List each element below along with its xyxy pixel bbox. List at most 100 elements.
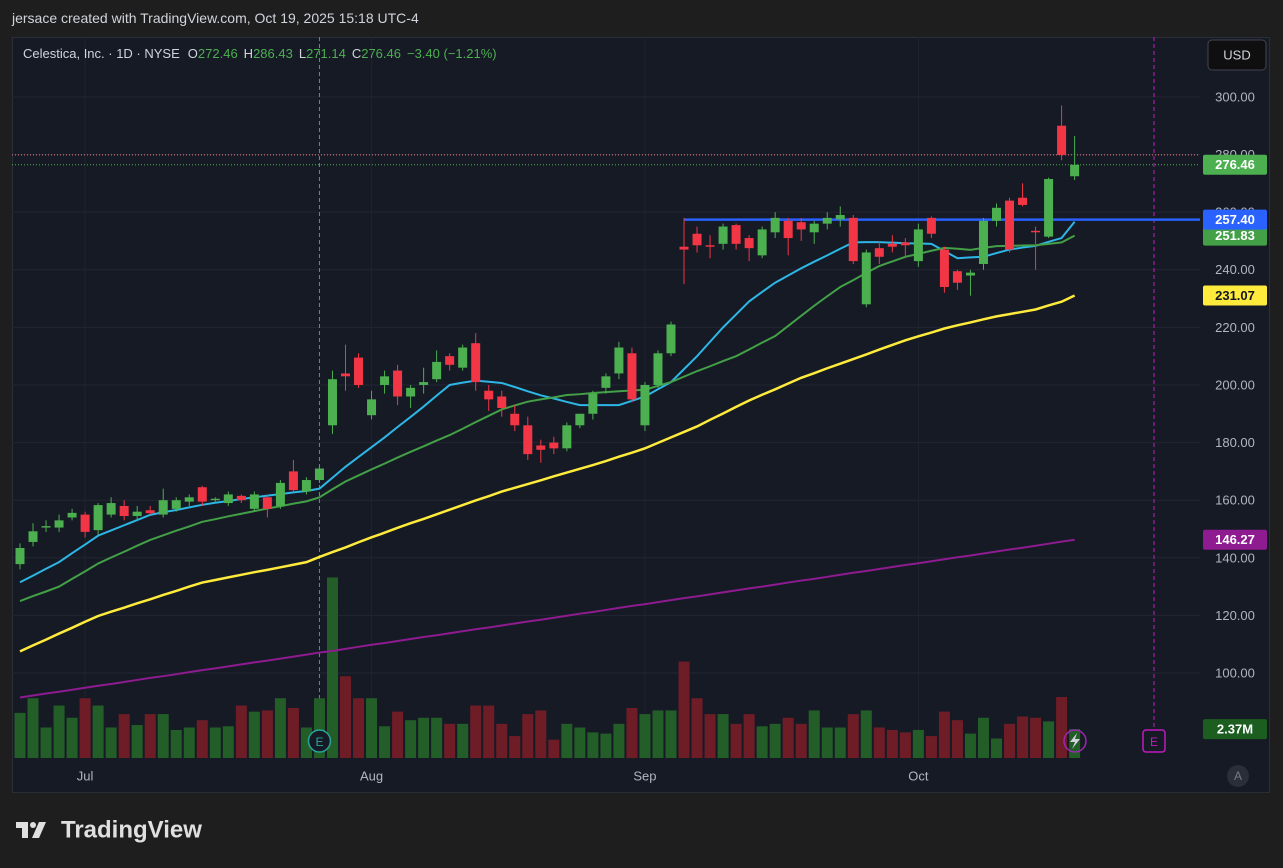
volume-bar bbox=[209, 727, 221, 758]
volume-bar bbox=[14, 712, 26, 758]
candle-body bbox=[288, 471, 298, 491]
price-label: 251.83 bbox=[1215, 228, 1255, 243]
volume-bar bbox=[522, 714, 534, 758]
volume-bar bbox=[144, 714, 156, 758]
volume-bar bbox=[340, 676, 351, 758]
candle-body bbox=[783, 220, 793, 239]
candle-body bbox=[1070, 164, 1080, 177]
dividend-icon[interactable] bbox=[1063, 729, 1087, 753]
volume-bar bbox=[1043, 721, 1055, 758]
candle-body bbox=[93, 505, 103, 531]
moving-average bbox=[19, 221, 1076, 584]
candle-body bbox=[249, 494, 259, 509]
volume-bar bbox=[483, 705, 495, 758]
volume-bar bbox=[756, 726, 768, 758]
volume-bar bbox=[353, 698, 365, 758]
volume-bar bbox=[157, 714, 169, 758]
volume-bar bbox=[118, 714, 130, 758]
volume-bar bbox=[27, 698, 39, 758]
candle-body bbox=[562, 425, 572, 449]
candle-body bbox=[588, 393, 598, 414]
volume-bar bbox=[743, 714, 755, 758]
volume-bar bbox=[457, 723, 469, 758]
volume-bar bbox=[691, 698, 703, 758]
volume-bar bbox=[899, 732, 911, 758]
overlays bbox=[12, 154, 1200, 699]
volume-bar bbox=[431, 717, 443, 758]
volume-bar bbox=[808, 710, 820, 758]
candle-body bbox=[301, 480, 311, 492]
volume-bar bbox=[1004, 723, 1016, 758]
candle-body bbox=[184, 497, 194, 502]
candle-body bbox=[1044, 179, 1054, 237]
auto-scale-button[interactable] bbox=[1227, 765, 1249, 787]
earnings-marker[interactable] bbox=[1142, 729, 1166, 753]
volume-bar bbox=[405, 720, 417, 758]
candle-body bbox=[770, 217, 780, 233]
candle-body bbox=[861, 252, 871, 305]
price-label: 276.46 bbox=[1215, 157, 1255, 172]
price-label-box bbox=[1203, 209, 1267, 230]
volume-bar bbox=[938, 711, 950, 758]
volume-bar bbox=[652, 710, 664, 758]
candle-body bbox=[627, 353, 637, 400]
volume-bar bbox=[925, 736, 937, 758]
volume-bar bbox=[977, 717, 989, 758]
volume-bar bbox=[613, 723, 625, 758]
volume-bar bbox=[535, 710, 547, 758]
volume-bar bbox=[600, 733, 612, 758]
volume-bar bbox=[105, 727, 117, 758]
candle-body bbox=[692, 233, 702, 246]
y-tick-label: 100.00 bbox=[1215, 666, 1255, 681]
volume-bar bbox=[587, 732, 599, 758]
volume-bar bbox=[274, 698, 286, 758]
candle-body bbox=[67, 512, 77, 518]
volume-bar bbox=[326, 577, 338, 758]
volume-bar bbox=[1030, 717, 1042, 758]
volume-bar bbox=[40, 727, 52, 758]
candles bbox=[15, 105, 1080, 570]
volume-bar bbox=[730, 723, 742, 758]
currency[interactable]: USD bbox=[1223, 48, 1250, 63]
candle-body bbox=[757, 229, 767, 256]
volume-bar bbox=[1017, 716, 1029, 758]
volume-bar bbox=[574, 727, 586, 758]
x-tick-label: Jul bbox=[77, 769, 94, 784]
candle-body bbox=[158, 500, 168, 515]
earnings-marker[interactable] bbox=[307, 729, 332, 753]
volume-bar bbox=[991, 738, 1002, 758]
candle-body bbox=[171, 500, 181, 509]
volume-bar bbox=[366, 698, 378, 758]
x-tick-label: Oct bbox=[908, 769, 929, 784]
candle-body bbox=[119, 505, 129, 517]
candle-body bbox=[28, 531, 38, 542]
x-tick-label: Aug bbox=[360, 769, 383, 784]
candle-body bbox=[132, 511, 142, 517]
volume-bar bbox=[196, 720, 208, 758]
price-label-box bbox=[1203, 285, 1267, 306]
candle-body bbox=[54, 520, 64, 528]
candle-body bbox=[314, 468, 324, 481]
volume-bar bbox=[379, 726, 391, 758]
candle-body bbox=[614, 347, 624, 374]
volume-bar bbox=[665, 710, 677, 758]
candle-body bbox=[575, 413, 585, 426]
y-tick-label: 300.00 bbox=[1215, 89, 1255, 104]
candle-body bbox=[80, 514, 90, 532]
volume-bar bbox=[313, 698, 325, 758]
currency-button[interactable] bbox=[1207, 39, 1267, 71]
volume-bar bbox=[261, 710, 273, 758]
price-label: 2.37M bbox=[1217, 722, 1253, 737]
candle-body bbox=[406, 387, 416, 397]
ohlc-value: 271.14 bbox=[306, 46, 346, 61]
symbol-title: Celestica, Inc. · 1D · NYSE bbox=[23, 46, 180, 61]
auto-scale-label[interactable]: A bbox=[1234, 769, 1242, 783]
volume-bar bbox=[418, 717, 430, 758]
candle-body bbox=[666, 324, 676, 354]
candle-body bbox=[679, 246, 689, 250]
candle-body bbox=[952, 271, 962, 283]
volume-bar bbox=[873, 727, 885, 758]
volume-bar bbox=[66, 717, 78, 758]
candle-body bbox=[835, 215, 845, 220]
